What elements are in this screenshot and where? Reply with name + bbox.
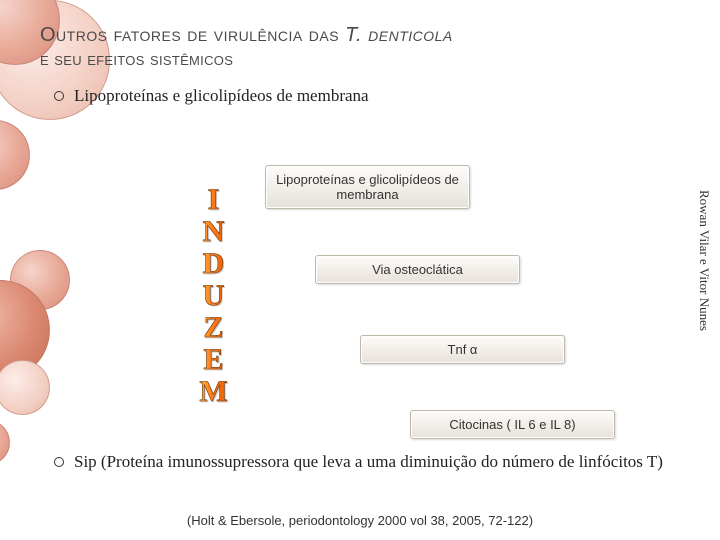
bullet-icon [54, 91, 64, 101]
bullet-item: Lipoproteínas e glicolipídeos de membran… [54, 86, 684, 106]
page-title: Outros fatores de virulência das T. dent… [40, 24, 684, 47]
page-subtitle: e seu efeitos sistêmicos [40, 49, 684, 70]
title-main: Outros fatores de virulência das [40, 24, 339, 46]
slide-content: Outros fatores de virulência das T. dent… [0, 0, 720, 540]
bullet-text: Lipoproteínas e glicolipídeos de membran… [74, 86, 369, 106]
title-species: T. denticola [345, 24, 453, 46]
